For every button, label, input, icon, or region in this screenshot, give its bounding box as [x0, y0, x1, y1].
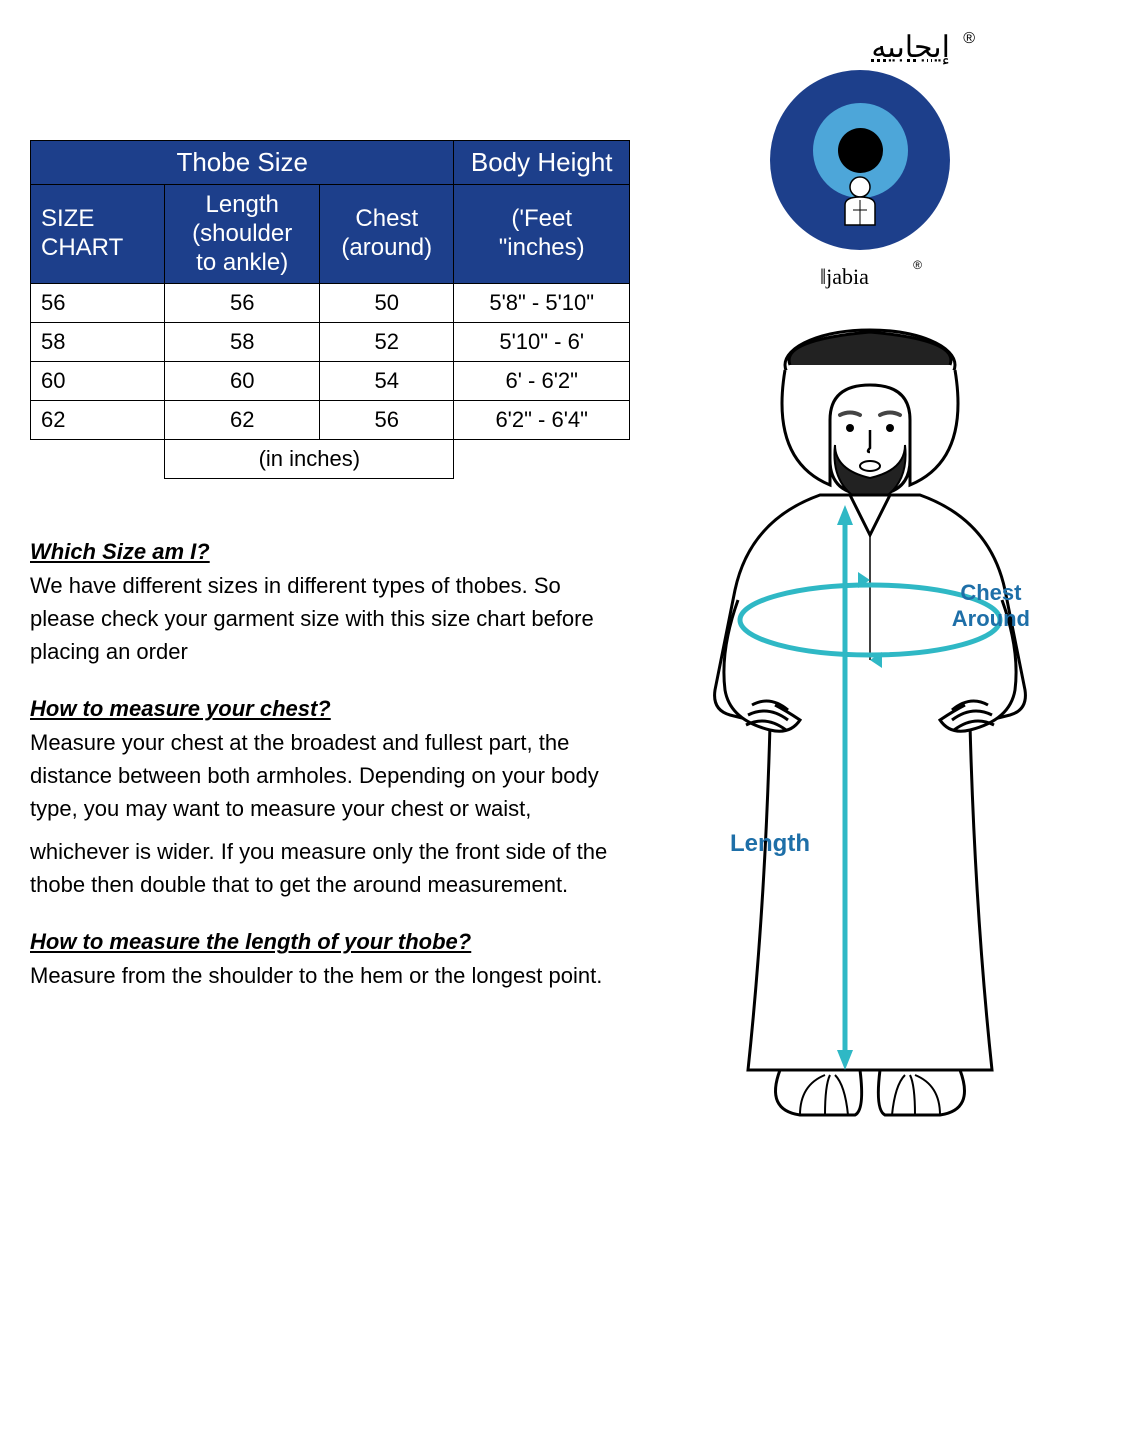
cell-chest: 54	[320, 362, 454, 401]
footer-in-inches: (in inches)	[165, 440, 454, 479]
logo-circle-inner	[838, 128, 883, 173]
brand-logo: إيجابيه ® ‖jabia ®	[760, 30, 980, 280]
which-size-title: Which Size am I?	[30, 539, 630, 565]
cell-length: 56	[165, 284, 320, 323]
cell-chest: 56	[320, 401, 454, 440]
subheader-size: SIZECHART	[31, 185, 165, 284]
logo-arabic-top: إيجابيه	[871, 30, 950, 65]
registered-icon: ®	[963, 30, 975, 48]
chest-measure-text-1: Measure your chest at the broadest and f…	[30, 726, 630, 825]
which-size-text: We have different sizes in different typ…	[30, 569, 630, 668]
chest-around-label: ChestAround	[952, 580, 1030, 633]
length-label: Length	[730, 830, 810, 858]
chest-measure-title: How to measure your chest?	[30, 696, 630, 722]
empty-cell	[31, 440, 165, 479]
cell-size: 58	[31, 323, 165, 362]
logo-person-icon	[835, 175, 885, 230]
empty-cell	[454, 440, 630, 479]
cell-chest: 50	[320, 284, 454, 323]
subheader-feet: ('Feet"inches)	[454, 185, 630, 284]
cell-height: 5'10" - 6'	[454, 323, 630, 362]
length-measure-title: How to measure the length of your thobe?	[30, 929, 630, 955]
header-body-height: Body Height	[454, 141, 630, 185]
chest-measure-text-2: whichever is wider. If you measure only …	[30, 835, 630, 901]
length-measure-text: Measure from the shoulder to the hem or …	[30, 959, 630, 992]
subheader-chest: Chest(around)	[320, 185, 454, 284]
table-row: 62 62 56 6'2" - 6'4"	[31, 401, 630, 440]
table-row: 58 58 52 5'10" - 6'	[31, 323, 630, 362]
logo-circle-outer	[770, 70, 950, 250]
table-row: 56 56 50 5'8" - 5'10"	[31, 284, 630, 323]
cell-length: 58	[165, 323, 320, 362]
cell-length: 60	[165, 362, 320, 401]
cell-height: 6'2" - 6'4"	[454, 401, 630, 440]
cell-height: 5'8" - 5'10"	[454, 284, 630, 323]
thobe-diagram: ChestAround Length	[670, 310, 1070, 1130]
subheader-length: Length(shoulderto ankle)	[165, 185, 320, 284]
table-row: 60 60 54 6' - 6'2"	[31, 362, 630, 401]
cell-size: 60	[31, 362, 165, 401]
cell-size: 56	[31, 284, 165, 323]
cell-height: 6' - 6'2"	[454, 362, 630, 401]
logo-arabic-bottom: ‖jabia	[820, 264, 869, 290]
registered-icon: ®	[913, 258, 922, 272]
size-chart-table: Thobe Size Body Height SIZECHART Length(…	[30, 140, 630, 479]
cell-length: 62	[165, 401, 320, 440]
cell-chest: 52	[320, 323, 454, 362]
header-thobe-size: Thobe Size	[31, 141, 454, 185]
cell-size: 62	[31, 401, 165, 440]
